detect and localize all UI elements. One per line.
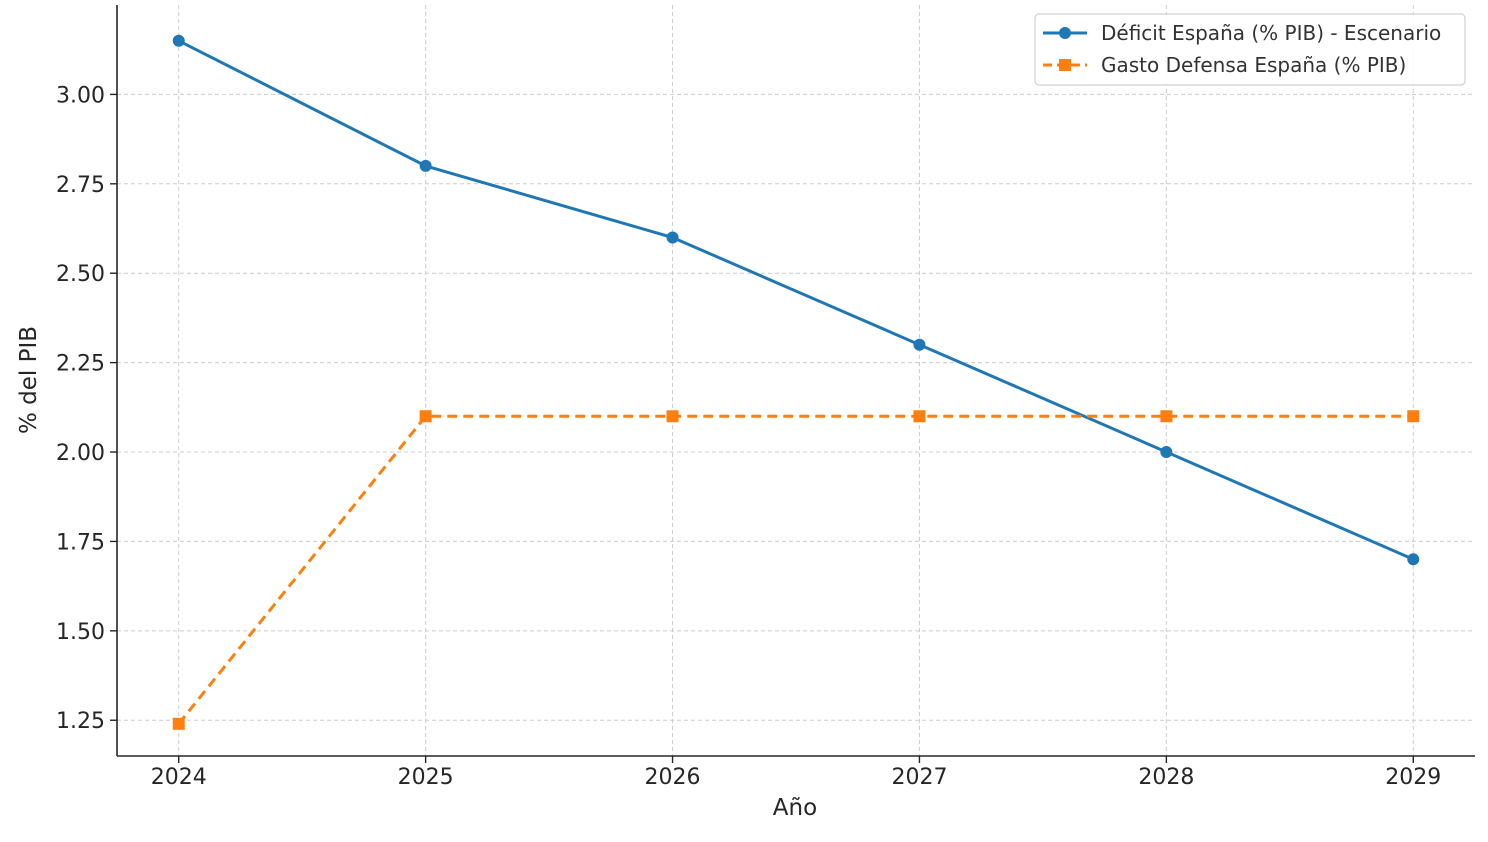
- legend-marker-defensa: [1059, 59, 1071, 71]
- tick-labels: 2024 2025 2026 2027 2028 2029 1.25 1.50 1.75 2.00…: [56, 83, 1441, 790]
- y-tick-label: 3.00: [56, 83, 105, 108]
- data-point-defensa: [172, 717, 185, 730]
- x-axis-title: Año: [773, 795, 817, 821]
- legend-label-deficit: Déficit España (% PIB) - Escenario: [1101, 21, 1441, 45]
- series-line-defensa: [177, 414, 1414, 725]
- data-point-defensa: [913, 410, 926, 423]
- grid-lines: [117, 5, 1475, 756]
- series-lines: [172, 34, 1420, 730]
- data-point-deficit: [1407, 553, 1420, 566]
- x-tick-label: 2028: [1138, 765, 1194, 790]
- data-point-deficit: [419, 159, 432, 172]
- x-tick-label: 2029: [1385, 765, 1441, 790]
- axes: [110, 5, 1475, 763]
- legend: Déficit España (% PIB) - Escenario Gasto…: [1034, 13, 1466, 86]
- x-tick-label: 2024: [151, 765, 207, 790]
- y-tick-label: 2.75: [56, 173, 105, 198]
- data-point-deficit: [172, 34, 185, 47]
- data-point-deficit: [666, 231, 679, 244]
- data-point-deficit: [913, 338, 926, 351]
- data-point-defensa: [1160, 410, 1173, 423]
- x-tick-label: 2027: [891, 765, 947, 790]
- x-tick-label: 2025: [398, 765, 454, 790]
- y-tick-label: 2.25: [56, 352, 105, 377]
- y-tick-label: 1.50: [56, 620, 105, 645]
- y-tick-label: 2.00: [56, 441, 105, 466]
- data-point-defensa: [419, 410, 432, 423]
- legend-label-defensa: Gasto Defensa España (% PIB): [1101, 53, 1406, 77]
- data-point-defensa: [1407, 410, 1420, 423]
- y-axis-title: % del PIB: [16, 326, 42, 434]
- legend-marker-deficit: [1059, 27, 1071, 39]
- series-line-deficit: [178, 39, 1414, 561]
- data-point-deficit: [1160, 446, 1173, 459]
- legend-box: [1034, 13, 1466, 86]
- data-point-defensa: [666, 410, 679, 423]
- y-tick-label: 1.25: [56, 709, 105, 734]
- y-tick-label: 2.50: [56, 262, 105, 287]
- x-tick-label: 2026: [645, 765, 701, 790]
- y-tick-label: 1.75: [56, 530, 105, 555]
